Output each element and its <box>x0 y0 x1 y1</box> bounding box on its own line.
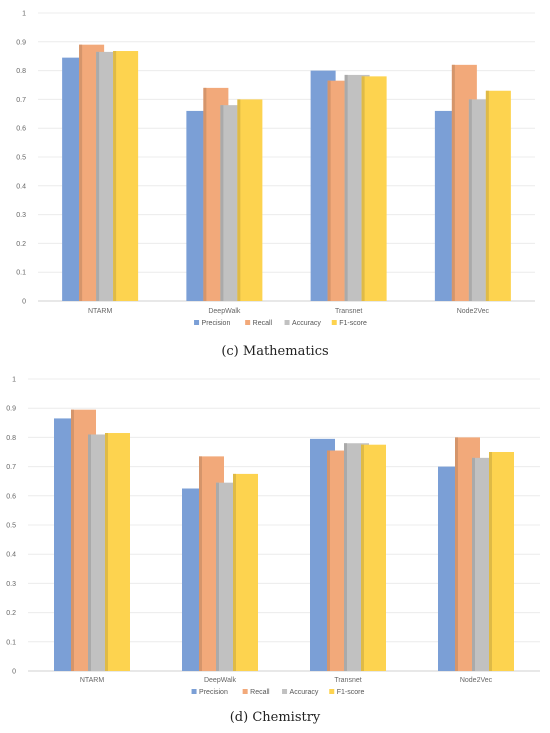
legend-label: F1-score <box>337 689 365 696</box>
y-tick-label: 1 <box>12 377 16 384</box>
y-tick-label: 0.2 <box>6 610 16 617</box>
bars <box>62 44 511 302</box>
bar-edge-shade <box>216 482 219 671</box>
legend-swatch <box>242 689 248 694</box>
legend-swatch <box>329 689 335 694</box>
x-tick-label: NTARM <box>80 677 105 684</box>
bar-edge-shade <box>327 450 330 671</box>
bar-edge-shade <box>344 443 347 671</box>
bar-edge-shade <box>88 434 91 671</box>
bar-edge-shade <box>105 433 108 671</box>
x-tick-label: Transnet <box>335 308 362 315</box>
y-tick-label: 0.8 <box>6 435 16 442</box>
y-tick-label: 0.8 <box>16 68 26 75</box>
chart-chemistry: 0 0.1 0.2 0.3 0.4 0.5 0.6 0.7 0.8 0.9 1 NTARM DeepWa… <box>6 377 540 696</box>
chart-panel-mathematics: 0 0.1 0.2 0.3 0.4 0.5 0.6 0.7 0.8 0.9 1 NTARM DeepWa… <box>16 11 535 359</box>
y-tick-label: 0.4 <box>16 183 26 190</box>
legend-swatch <box>191 689 197 694</box>
legend-label: Accuracy <box>290 689 319 696</box>
legend-swatch <box>194 320 200 325</box>
bar-edge-shade <box>472 457 475 671</box>
x-tick-label: Node2Vec <box>460 677 493 684</box>
y-tick-label: 0.5 <box>16 155 26 162</box>
bar-edge-shade <box>113 51 117 302</box>
bar-f1-score-ntarm <box>105 433 130 671</box>
legend-swatch <box>331 320 337 325</box>
bar-f1-score-transnet <box>361 444 386 671</box>
y-tick-label: 0.5 <box>6 523 16 530</box>
y-tick-label: 0.9 <box>16 39 26 46</box>
legend-label: Accuracy <box>292 320 321 327</box>
y-tick-label: 0.3 <box>16 212 26 219</box>
bar-edge-shade <box>489 452 492 671</box>
y-tick-label: 0.9 <box>6 406 16 413</box>
bar-edge-shade <box>468 99 472 302</box>
bar-f1-score-deepwalk <box>233 473 258 671</box>
y-tick-label: 0 <box>22 299 26 306</box>
bar-edge-shade <box>96 51 100 301</box>
bar-edge-shade <box>451 64 455 301</box>
bar-edge-shade <box>71 409 74 671</box>
caption-mathematics: (c) Mathematics <box>221 344 329 359</box>
bar-f1-score-node2vec <box>489 452 514 671</box>
x-tick-label: NTARM <box>88 308 113 315</box>
y-tick-label: 0.2 <box>16 241 26 248</box>
chart-panel-chemistry: 0 0.1 0.2 0.3 0.4 0.5 0.6 0.7 0.8 0.9 1 NTARM DeepWa… <box>0 370 550 733</box>
legend-label: Precision <box>199 689 228 696</box>
y-tick-label: 0.7 <box>6 464 16 471</box>
bar-edge-shade <box>233 473 236 671</box>
x-tick-label: DeepWalk <box>204 677 237 684</box>
x-tick-label: DeepWalk <box>208 308 241 315</box>
y-tick-label: 0.7 <box>16 97 26 104</box>
y-tick-label: 0.1 <box>6 639 16 646</box>
bar-edge-shade <box>203 87 207 301</box>
y-tick-label: 0.4 <box>6 552 16 559</box>
legend-swatch <box>284 320 290 325</box>
chart-mathematics: 0 0.1 0.2 0.3 0.4 0.5 0.6 0.7 0.8 0.9 1 NTARM DeepWa… <box>16 11 535 327</box>
y-tick-label: 0.3 <box>6 581 16 588</box>
bar-edge-shade <box>327 80 331 302</box>
x-tick-label: Node2Vec <box>457 308 490 315</box>
legend-swatch <box>282 689 288 694</box>
bar-edge-shade <box>361 444 364 671</box>
bar-edge-shade <box>220 105 224 301</box>
x-tick-label: Transnet <box>334 677 361 684</box>
legend-label: Precision <box>202 320 231 327</box>
bar-edge-shade <box>79 44 83 302</box>
bar-f1-score-ntarm <box>113 51 139 302</box>
y-tick-label: 0.6 <box>16 126 26 133</box>
y-tick-label: 0 <box>12 669 16 676</box>
bars <box>54 409 514 671</box>
bar-f1-score-node2vec <box>485 90 511 301</box>
legend-label: F1-score <box>339 320 367 327</box>
legend-swatch <box>245 320 251 325</box>
legend: Precision Recall Accuracy F1-score <box>194 320 367 327</box>
bar-edge-shade <box>361 76 365 301</box>
bar-edge-shade <box>344 74 348 301</box>
caption-chemistry: (d) Chemistry <box>229 710 321 725</box>
legend: Precision Recall Accuracy F1-score <box>191 689 365 696</box>
bar-edge-shade <box>485 90 489 301</box>
y-tick-label: 1 <box>22 11 26 18</box>
bar-f1-score-transnet <box>361 76 387 301</box>
bar-edge-shade <box>199 456 202 671</box>
y-tick-label: 0.6 <box>6 493 16 500</box>
bar-f1-score-deepwalk <box>237 99 263 302</box>
bar-edge-shade <box>237 99 241 302</box>
legend-label: Recall <box>253 320 273 327</box>
y-tick-label: 0.1 <box>16 270 26 277</box>
bar-edge-shade <box>455 437 458 671</box>
legend-label: Recall <box>250 689 270 696</box>
